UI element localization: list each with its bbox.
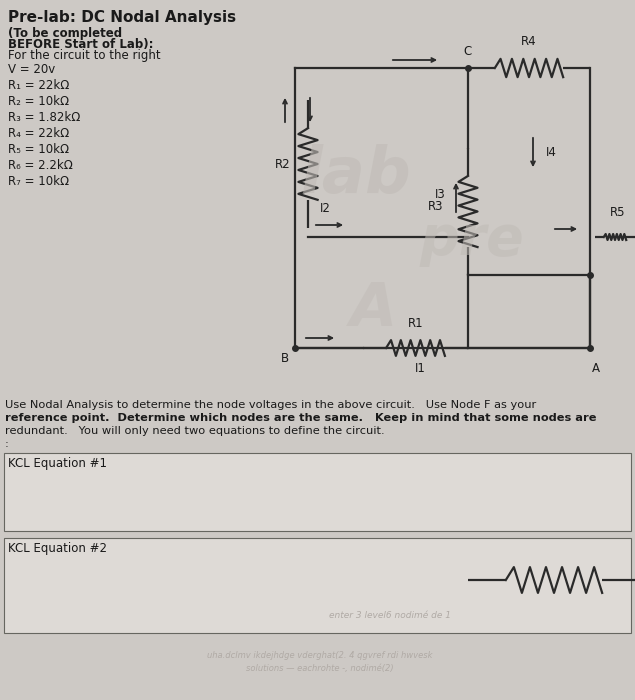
- Text: redundant.   You will only need two equations to define the circuit.: redundant. You will only need two equati…: [5, 426, 385, 436]
- Text: :: :: [5, 439, 9, 449]
- Text: I2: I2: [320, 202, 331, 216]
- Text: C: C: [464, 45, 472, 58]
- Text: lab: lab: [300, 144, 411, 206]
- Text: V = 20v: V = 20v: [8, 63, 55, 76]
- Text: For the circuit to the right: For the circuit to the right: [8, 49, 161, 62]
- Text: (To be completed: (To be completed: [8, 27, 122, 40]
- Text: R₁ = 22kΩ: R₁ = 22kΩ: [8, 79, 69, 92]
- Text: Pre-lab: DC Nodal Analysis: Pre-lab: DC Nodal Analysis: [8, 10, 236, 25]
- Text: R₄ = 22kΩ: R₄ = 22kΩ: [8, 127, 69, 140]
- Bar: [4, 538, 631, 633]
- Text: reference point.  Determine which nodes are the same.   Keep in mind that some n: reference point. Determine which nodes a…: [5, 413, 596, 423]
- Text: R₅ = 10kΩ: R₅ = 10kΩ: [8, 143, 69, 156]
- Text: BEFORE Start of Lab):: BEFORE Start of Lab):: [8, 38, 154, 51]
- Text: R₇ = 10kΩ: R₇ = 10kΩ: [8, 175, 69, 188]
- Text: uha.dclmv ikdejhdge vderghat(2. 4 qgvref rdi hwvesk: uha.dclmv ikdejhdge vderghat(2. 4 qgvref…: [207, 650, 432, 659]
- Text: R3: R3: [427, 200, 443, 213]
- Text: A: A: [350, 281, 398, 339]
- Text: R2: R2: [274, 158, 290, 171]
- Text: A: A: [592, 362, 600, 375]
- Text: Use Nodal Analysis to determine the node voltages in the above circuit.   Use No: Use Nodal Analysis to determine the node…: [5, 400, 536, 410]
- Text: enter 3 level6 nodimé de 1: enter 3 level6 nodimé de 1: [329, 610, 451, 620]
- Text: R5: R5: [610, 206, 625, 219]
- Text: I4: I4: [546, 146, 557, 160]
- Text: R₃ = 1.82kΩ: R₃ = 1.82kΩ: [8, 111, 81, 124]
- Text: R4: R4: [521, 35, 537, 48]
- Text: KCL Equation #1: KCL Equation #1: [8, 457, 107, 470]
- Text: KCL Equation #2: KCL Equation #2: [8, 542, 107, 555]
- Text: I3: I3: [435, 188, 446, 202]
- Bar: [4, 453, 631, 531]
- Text: R₆ = 2.2kΩ: R₆ = 2.2kΩ: [8, 159, 73, 172]
- Text: R1: R1: [408, 317, 424, 330]
- Text: B: B: [281, 352, 289, 365]
- Text: I1: I1: [415, 362, 426, 375]
- Text: pre: pre: [420, 213, 525, 267]
- Text: R₂ = 10kΩ: R₂ = 10kΩ: [8, 95, 69, 108]
- Text: solutions — eachrohte -, nodimé(2): solutions — eachrohte -, nodimé(2): [246, 664, 394, 673]
